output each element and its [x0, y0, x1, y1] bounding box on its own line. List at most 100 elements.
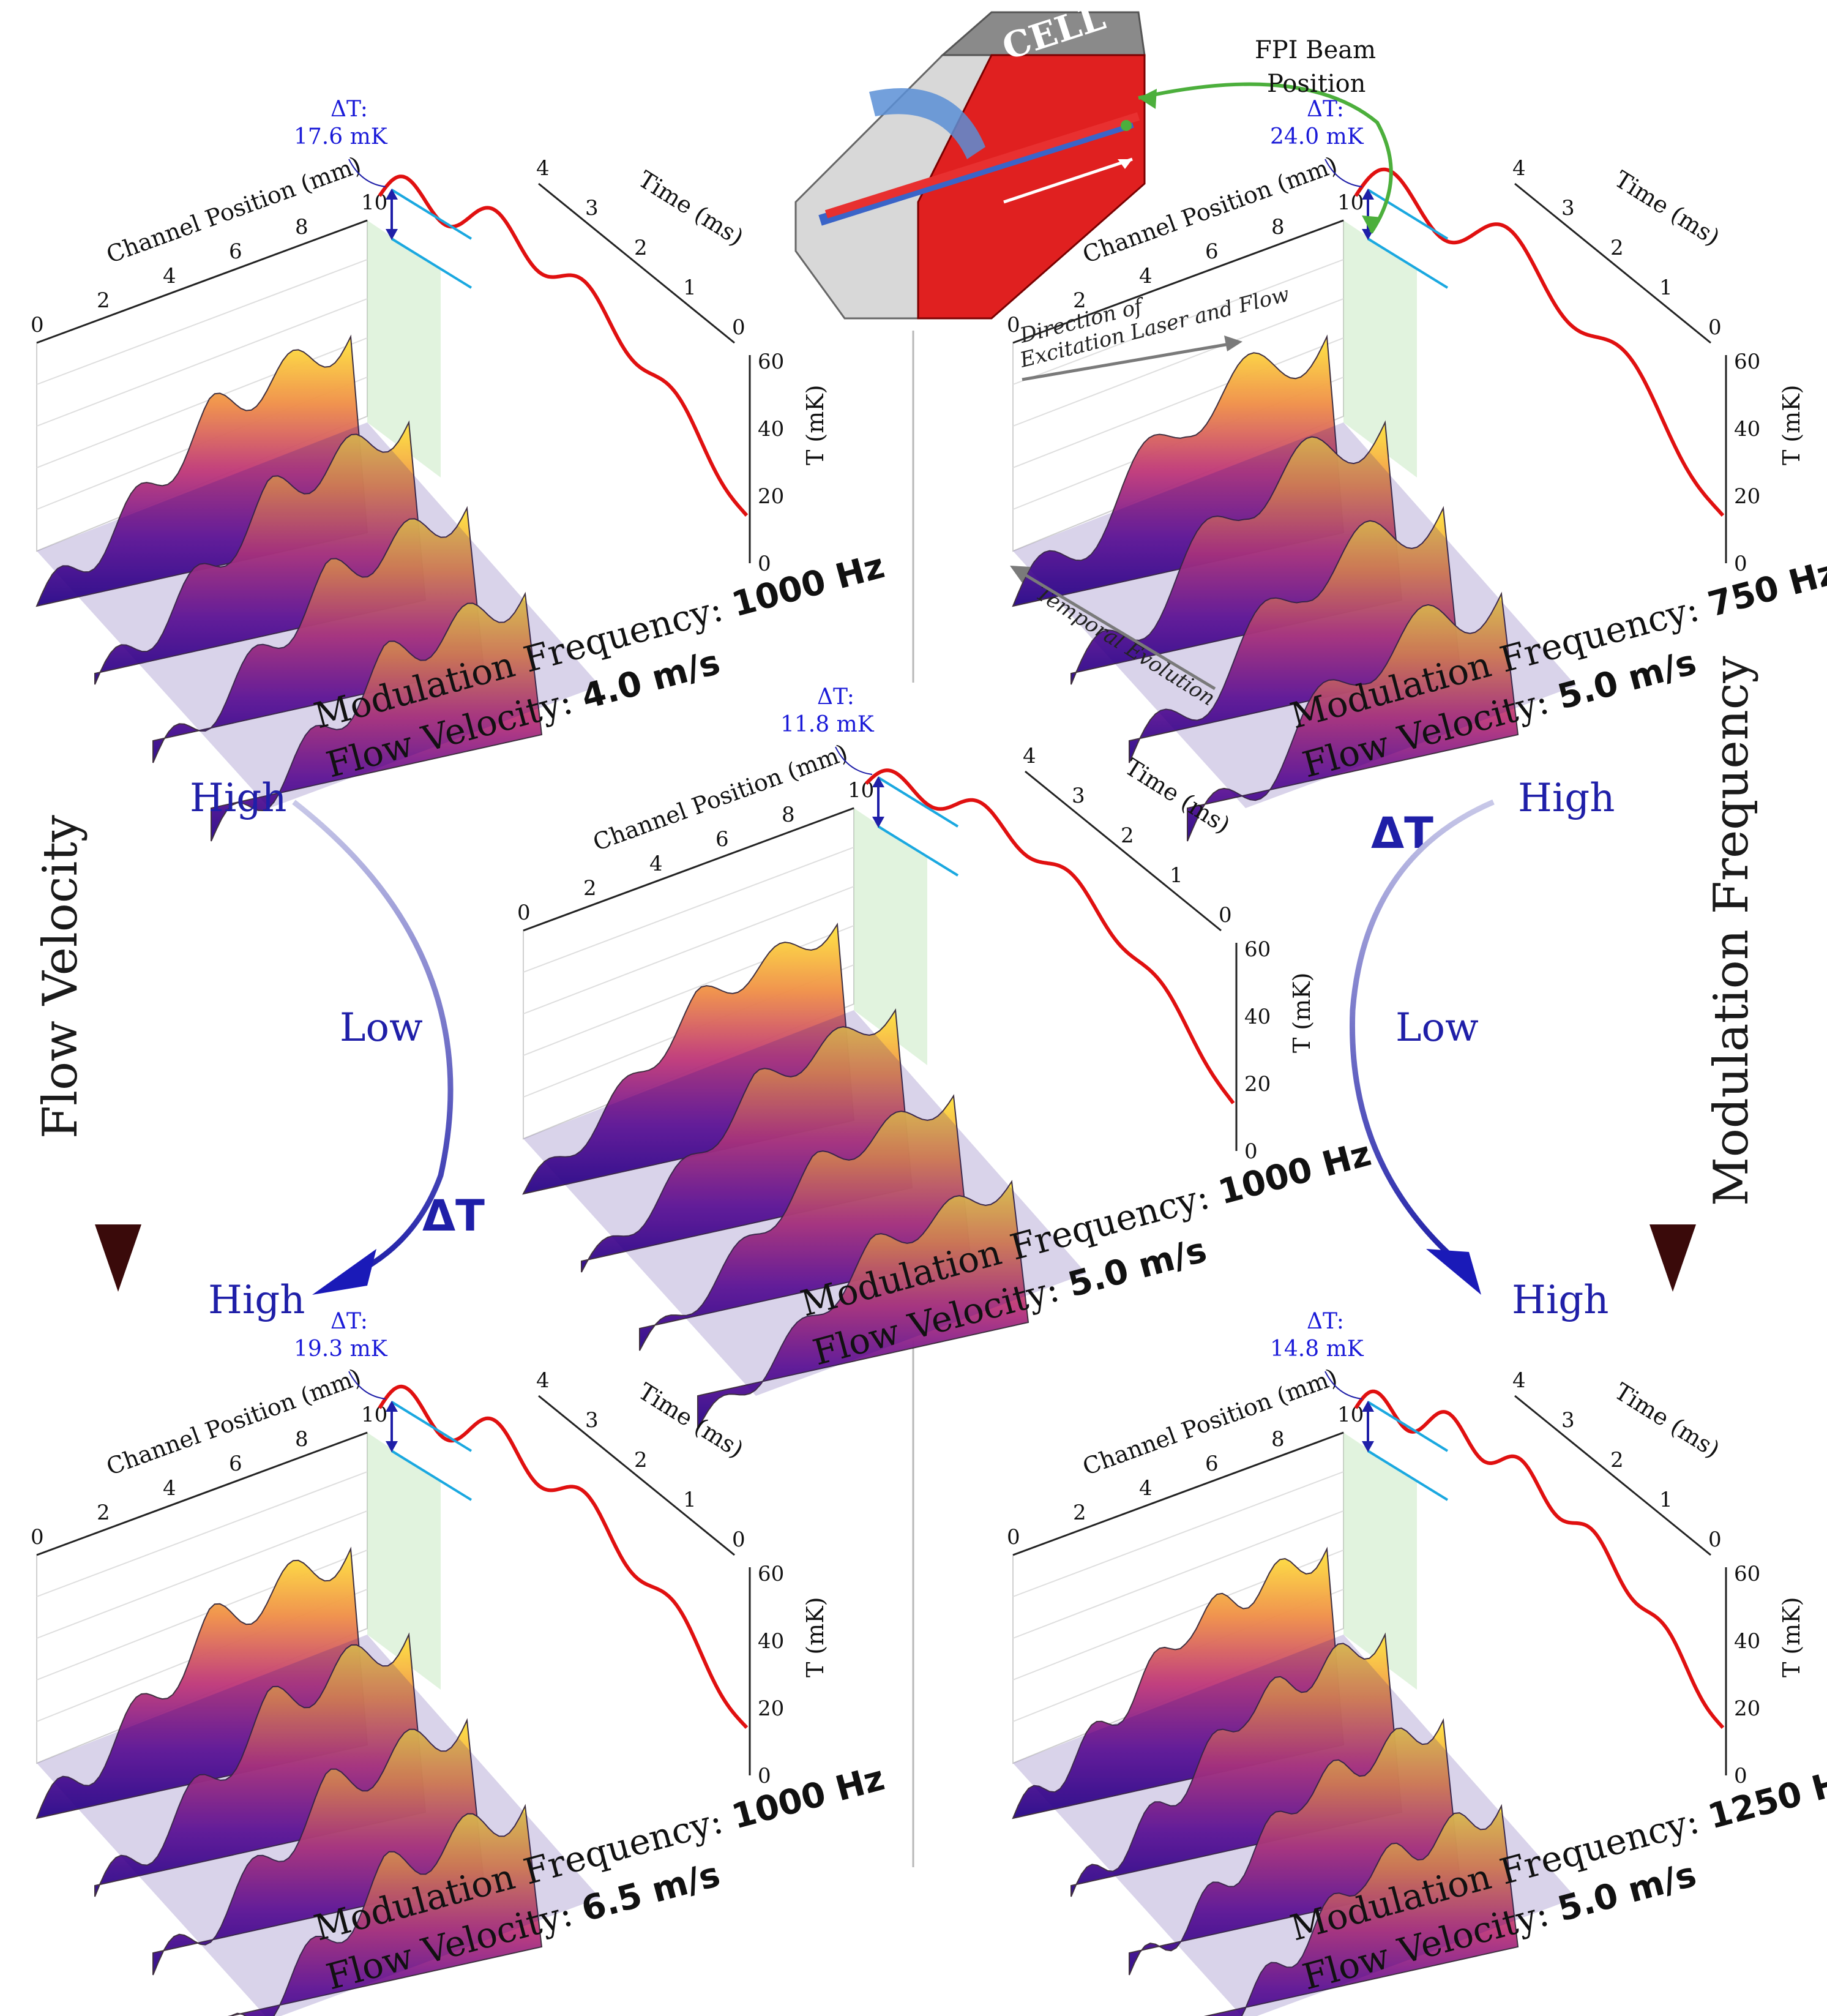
channel-tick-label: 4 [163, 264, 176, 288]
time-tick-label: 2 [1610, 1448, 1624, 1472]
frequency-value: 1000 Hz [728, 546, 889, 625]
slope-line-lower [1367, 238, 1449, 289]
surface-ridge [1070, 1632, 1403, 1897]
channel-tick-label: 0 [1007, 313, 1020, 337]
right-high-bottom: High [1512, 1278, 1608, 1323]
right-arc-arrow [1349, 799, 1495, 1264]
delta-t-arrow-down [872, 817, 884, 828]
flow-direction-arrow [1003, 157, 1133, 204]
temp-tick-label: 60 [758, 350, 784, 374]
temp-tick-label: 20 [1734, 1696, 1760, 1721]
time-tick-label: 0 [732, 315, 745, 340]
temp-axis-label: T (mK) [1288, 973, 1315, 1054]
time-tick-label: 1 [1170, 863, 1183, 888]
frequency-value: 1000 Hz [1214, 1134, 1375, 1213]
channel-tick-label: 0 [31, 1525, 44, 1549]
temp-tick-label: 20 [758, 484, 784, 509]
temp-tick-label: 40 [1734, 1629, 1760, 1654]
delta-t-label: ΔT: [331, 97, 368, 122]
slope-line-upper [1367, 189, 1449, 240]
fpi-beam-arrow [1138, 82, 1393, 234]
grid-line [36, 259, 368, 385]
surface [35, 1546, 543, 2016]
surface-ridge [1203, 1804, 1519, 2016]
temp-tick-label: 40 [758, 1629, 784, 1654]
channel-tick-label: 2 [97, 1501, 110, 1525]
fpi-plane [367, 220, 441, 478]
channel-tick-label: 8 [1271, 1427, 1285, 1452]
surface-floor [37, 422, 600, 808]
channel-tick-label: 8 [295, 215, 308, 239]
channel-tick-label: 8 [782, 803, 795, 827]
delta-t-arrow-up [1362, 1401, 1374, 1412]
channel-tick-label: 4 [1139, 264, 1153, 288]
grid-line [36, 298, 368, 427]
time-tick-label: 2 [634, 236, 648, 260]
temp-tick-label: 40 [1734, 417, 1760, 441]
mod-frequency-arrow-head [1650, 1224, 1696, 1292]
delta-t-value: 19.3 mK [294, 1336, 388, 1362]
cell-blue-window [869, 88, 985, 159]
surface-ridge [1187, 591, 1519, 842]
right-high-top: High [1518, 776, 1615, 821]
temp-tick-label: 60 [758, 1562, 784, 1586]
channel-axis [36, 219, 368, 344]
modulation-frequency-guide: Modulation Frequency High Low ΔT High [1349, 656, 1759, 1323]
temp-tick-label: 0 [758, 552, 771, 576]
surface-ridge [152, 1718, 485, 1976]
time-tick-label: 0 [1708, 315, 1722, 340]
direction-arrow [1022, 341, 1237, 381]
fpi-plane [1343, 1433, 1417, 1690]
surface-ridge [94, 420, 427, 685]
cell-inset: CELL FPI Beam Position [794, 0, 1393, 320]
fpi-plane [367, 1433, 441, 1690]
surface-ridge [227, 1804, 543, 2016]
surface-ridge [94, 1632, 427, 1897]
temperature-trace [864, 768, 1235, 1104]
surface [1012, 1546, 1519, 2016]
channel-tick-label: 6 [229, 1452, 242, 1476]
right-low: Low [1395, 1005, 1479, 1051]
time-tick-label: 1 [1659, 1488, 1673, 1512]
temp-axis-label: T (mK) [1778, 1597, 1805, 1678]
surface [522, 922, 1029, 1430]
temp-tick-label: 60 [1734, 350, 1760, 374]
delta-t-label: ΔT: [817, 684, 854, 710]
time-axis-label: Time (ms) [633, 165, 748, 251]
flow-velocity-label: Flow Velocity [33, 815, 88, 1139]
surface-ridge [1070, 420, 1403, 685]
mod-frequency-label: Modulation Frequency [1704, 656, 1759, 1206]
time-axis-label: Time (ms) [1610, 1377, 1724, 1463]
slope-line-lower [877, 825, 959, 877]
delta-t-arrow-down [386, 1441, 398, 1452]
delta-t-arrow-down [1362, 1441, 1374, 1452]
frequency-value: 750 Hz [1704, 552, 1827, 625]
grid-line [36, 1471, 368, 1597]
delta-t-pointer [1324, 1371, 1362, 1400]
delta-t-pointer [835, 746, 873, 775]
grid-line [523, 847, 854, 973]
temperature-trace [378, 1384, 749, 1729]
time-tick-label: 3 [1072, 784, 1085, 808]
delta-t-arrow-up [386, 1401, 398, 1412]
fpi-plane [1343, 220, 1417, 478]
flow-arrow-head [1118, 159, 1132, 169]
channel-tick-label: 6 [1205, 239, 1219, 264]
time-axis [1514, 1395, 1711, 1556]
surface-ridge [1129, 506, 1461, 763]
temp-axis-label: T (mK) [802, 1597, 829, 1678]
fpi-label-line1: FPI Beam [1255, 36, 1376, 64]
slope-line-upper [877, 776, 959, 828]
channel-tick-label: 4 [649, 852, 663, 876]
surface [35, 334, 543, 842]
time-tick-label: 2 [1610, 236, 1624, 260]
delta-t-arrow-down [386, 229, 398, 240]
channel-tick-label: 10 [1337, 1403, 1364, 1427]
slope-line-lower [390, 238, 473, 289]
surface-floor [37, 1635, 600, 2016]
channel-tick-label: 6 [1205, 1452, 1219, 1476]
surface [1012, 334, 1519, 842]
grid-line [1012, 1510, 1344, 1639]
